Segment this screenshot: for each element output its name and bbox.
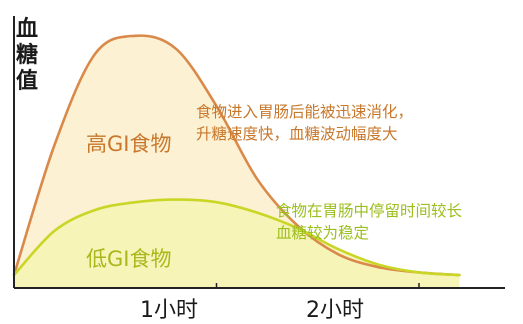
- annotation-low-gi-line-1: 食物在胃肠中停留时间较长: [276, 202, 463, 220]
- annotation-low-gi-line-2: 血糖较为稳定: [276, 224, 370, 242]
- annotation-high-gi: 食物进入胃肠后能被迅速消化， 升糖速度快，血糖波动幅度大: [196, 101, 413, 145]
- y-axis-label-char-2: 糖: [16, 43, 39, 68]
- y-axis-label-char-3: 值: [16, 69, 39, 94]
- x-tick-label-2h: 2小时: [306, 298, 364, 323]
- area-low-gi: [14, 199, 460, 288]
- curve-high-gi: [12, 34, 461, 277]
- annotation-high-gi-line-2: 升糖速度快，血糖波动幅度大: [196, 125, 398, 143]
- series-label-high-gi: 高GI食物: [86, 132, 172, 156]
- series-label-low-gi: 低GI食物: [86, 247, 172, 271]
- x-tick-label-1h: 1小时: [140, 298, 198, 323]
- y-axis-label-char-1: 血: [16, 17, 39, 42]
- annotation-low-gi: 食物在胃肠中停留时间较长 血糖较为稳定: [276, 200, 462, 244]
- curve-low-gi: [12, 198, 461, 277]
- annotation-high-gi-line-1: 食物进入胃肠后能被迅速消化，: [196, 103, 414, 121]
